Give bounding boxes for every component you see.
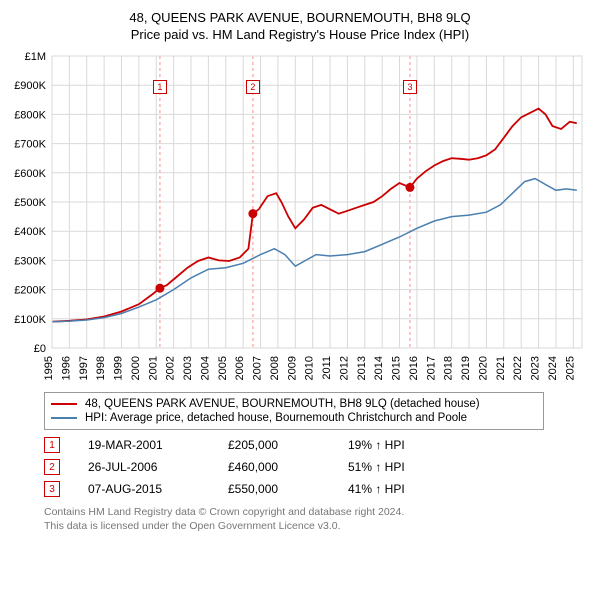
svg-text:£0: £0 xyxy=(34,343,46,355)
sale-price-2: £460,000 xyxy=(228,460,348,474)
chart-marker-badge-2: 2 xyxy=(246,80,260,94)
svg-text:2002: 2002 xyxy=(165,356,177,380)
legend-label-hpi: HPI: Average price, detached house, Bour… xyxy=(85,412,467,424)
footnote-line2: This data is licensed under the Open Gov… xyxy=(44,520,592,534)
legend-label-property: 48, QUEENS PARK AVENUE, BOURNEMOUTH, BH8… xyxy=(85,398,480,410)
svg-text:£800K: £800K xyxy=(14,109,46,121)
svg-text:2021: 2021 xyxy=(495,356,507,380)
legend-row-property: 48, QUEENS PARK AVENUE, BOURNEMOUTH, BH8… xyxy=(51,397,537,411)
footnote-line1: Contains HM Land Registry data © Crown c… xyxy=(44,506,592,520)
chart-container: £0 £100K £200K £300K £400K £500K £600K £700K £80… xyxy=(8,48,592,386)
legend-swatch-hpi xyxy=(51,417,77,419)
sale-date-2: 26-JUL-2006 xyxy=(88,460,228,474)
svg-text:2008: 2008 xyxy=(269,356,281,380)
svg-text:£1M: £1M xyxy=(25,51,46,63)
svg-text:2000: 2000 xyxy=(130,356,142,380)
svg-text:£300K: £300K xyxy=(14,255,46,267)
svg-text:1998: 1998 xyxy=(95,356,107,380)
chart-marker-badge-1: 1 xyxy=(153,80,167,94)
svg-text:2012: 2012 xyxy=(338,356,350,380)
svg-text:£200K: £200K xyxy=(14,285,46,297)
svg-text:2003: 2003 xyxy=(182,356,194,380)
title-block: 48, QUEENS PARK AVENUE, BOURNEMOUTH, BH8… xyxy=(8,10,592,42)
svg-text:£100K: £100K xyxy=(14,314,46,326)
sale-pct-3: 41% ↑ HPI xyxy=(348,482,468,496)
sale-row-1: 1 19-MAR-2001 £205,000 19% ↑ HPI xyxy=(44,434,592,456)
sale-price-3: £550,000 xyxy=(228,482,348,496)
sale-row-2: 2 26-JUL-2006 £460,000 51% ↑ HPI xyxy=(44,456,592,478)
svg-text:£500K: £500K xyxy=(14,197,46,209)
svg-text:2023: 2023 xyxy=(530,356,542,380)
svg-text:2011: 2011 xyxy=(321,356,333,380)
svg-text:2004: 2004 xyxy=(199,356,211,380)
svg-text:£600K: £600K xyxy=(14,168,46,180)
svg-text:2009: 2009 xyxy=(286,356,298,380)
sale-badge-1: 1 xyxy=(44,437,60,453)
svg-text:2014: 2014 xyxy=(373,356,385,380)
svg-text:£700K: £700K xyxy=(14,139,46,151)
sale-row-3: 3 07-AUG-2015 £550,000 41% ↑ HPI xyxy=(44,478,592,500)
footnote: Contains HM Land Registry data © Crown c… xyxy=(44,506,592,533)
sale-badge-3: 3 xyxy=(44,481,60,497)
svg-text:2001: 2001 xyxy=(147,356,159,380)
sale-pct-2: 51% ↑ HPI xyxy=(348,460,468,474)
legend-row-hpi: HPI: Average price, detached house, Bour… xyxy=(51,411,537,425)
svg-text:2005: 2005 xyxy=(217,356,229,380)
svg-text:1995: 1995 xyxy=(43,356,55,380)
svg-text:2006: 2006 xyxy=(234,356,246,380)
svg-text:2020: 2020 xyxy=(477,356,489,380)
line-chart: £0 £100K £200K £300K £400K £500K £600K £700K £80… xyxy=(8,48,592,386)
chart-marker-badge-3: 3 xyxy=(403,80,417,94)
svg-text:2007: 2007 xyxy=(252,356,264,380)
svg-text:2017: 2017 xyxy=(425,356,437,380)
sale-date-1: 19-MAR-2001 xyxy=(88,438,228,452)
svg-text:2018: 2018 xyxy=(443,356,455,380)
svg-text:1996: 1996 xyxy=(60,356,72,380)
sale-badge-2: 2 xyxy=(44,459,60,475)
svg-text:1999: 1999 xyxy=(113,356,125,380)
sale-date-3: 07-AUG-2015 xyxy=(88,482,228,496)
sale-price-1: £205,000 xyxy=(228,438,348,452)
svg-text:2010: 2010 xyxy=(304,356,316,380)
legend-swatch-property xyxy=(51,403,77,405)
title-sub: Price paid vs. HM Land Registry's House … xyxy=(8,27,592,42)
svg-text:2024: 2024 xyxy=(547,356,559,380)
svg-text:£900K: £900K xyxy=(14,80,46,92)
sales-table: 1 19-MAR-2001 £205,000 19% ↑ HPI 2 26-JU… xyxy=(44,434,592,500)
title-main: 48, QUEENS PARK AVENUE, BOURNEMOUTH, BH8… xyxy=(8,10,592,25)
svg-text:2019: 2019 xyxy=(460,356,472,380)
svg-text:£400K: £400K xyxy=(14,226,46,238)
svg-text:1997: 1997 xyxy=(78,356,90,380)
svg-text:2013: 2013 xyxy=(356,356,368,380)
svg-text:2025: 2025 xyxy=(564,356,576,380)
sale-pct-1: 19% ↑ HPI xyxy=(348,438,468,452)
svg-text:2015: 2015 xyxy=(391,356,403,380)
svg-text:2016: 2016 xyxy=(408,356,420,380)
legend: 48, QUEENS PARK AVENUE, BOURNEMOUTH, BH8… xyxy=(44,392,544,430)
svg-text:2022: 2022 xyxy=(512,356,524,380)
